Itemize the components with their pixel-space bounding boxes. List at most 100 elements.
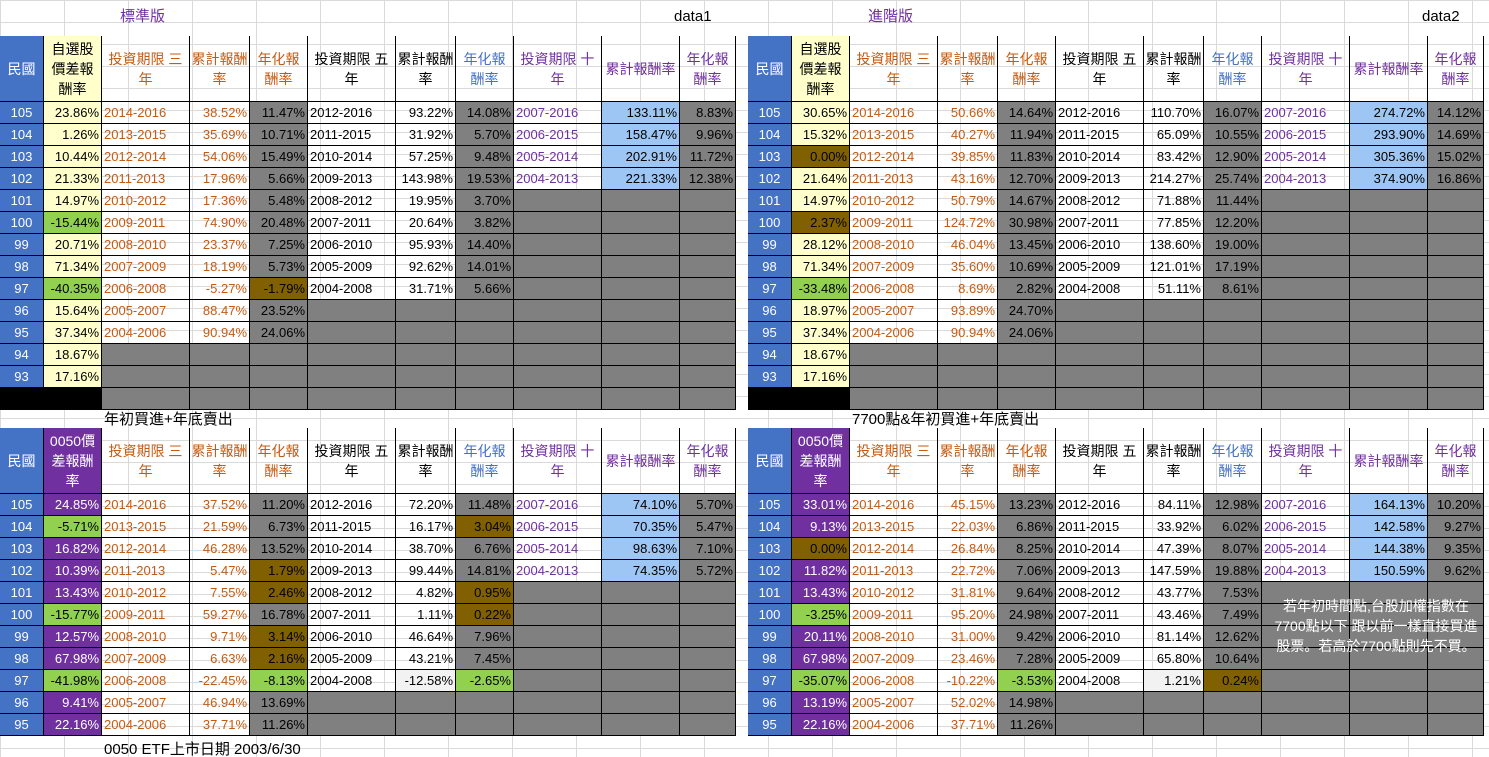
table-cell[interactable] xyxy=(250,366,308,388)
table-cell[interactable]: 14.97% xyxy=(792,190,850,212)
table-cell[interactable] xyxy=(514,344,602,366)
table-cell[interactable]: -41.98% xyxy=(44,670,102,692)
table-cell[interactable]: 14.81% xyxy=(456,560,514,582)
table-cell[interactable]: 1.21% xyxy=(1144,670,1204,692)
table-cell[interactable]: 2006-2015 xyxy=(514,124,602,146)
table-cell[interactable]: 43.21% xyxy=(396,648,456,670)
table-cell[interactable]: 8.07% xyxy=(1204,538,1262,560)
table-cell[interactable] xyxy=(748,388,792,410)
table-cell[interactable]: 11.82% xyxy=(792,560,850,582)
table-cell[interactable]: 2004-2008 xyxy=(308,278,396,300)
table-cell[interactable] xyxy=(680,670,736,692)
column-header[interactable]: 年化報酬率 xyxy=(680,36,736,102)
column-header[interactable]: 年化報酬率 xyxy=(1204,36,1262,102)
table-cell[interactable]: 3.04% xyxy=(456,516,514,538)
table-cell[interactable]: 2012-2014 xyxy=(850,146,938,168)
table-cell[interactable]: 19.88% xyxy=(1204,560,1262,582)
table-cell[interactable]: 374.90% xyxy=(1350,168,1428,190)
table-cell[interactable]: -10.22% xyxy=(938,670,998,692)
row-year[interactable]: 102 xyxy=(748,560,792,582)
table-cell[interactable]: 92.62% xyxy=(396,256,456,278)
table-cell[interactable] xyxy=(1262,670,1350,692)
table-cell[interactable]: 2004-2013 xyxy=(514,168,602,190)
table-cell[interactable]: 2007-2016 xyxy=(1262,494,1350,516)
table-cell[interactable]: 2004-2006 xyxy=(102,322,190,344)
table-cell[interactable] xyxy=(0,388,44,410)
column-header[interactable]: 投資期限 五 年 xyxy=(308,428,396,494)
row-year[interactable]: 104 xyxy=(0,124,44,146)
table-cell[interactable]: 2007-2011 xyxy=(1056,604,1144,626)
table-cell[interactable]: 50.66% xyxy=(938,102,998,124)
table-cell[interactable]: 2012-2014 xyxy=(850,538,938,560)
table-cell[interactable]: 2008-2010 xyxy=(102,234,190,256)
table-cell[interactable] xyxy=(456,344,514,366)
column-header[interactable]: 投資期限 三 年 xyxy=(850,36,938,102)
table-cell[interactable] xyxy=(1428,300,1484,322)
row-year[interactable]: 100 xyxy=(748,604,792,626)
table-cell[interactable]: 11.48% xyxy=(456,494,514,516)
table-cell[interactable]: 10.64% xyxy=(1204,648,1262,670)
table-cell[interactable]: 2007-2011 xyxy=(308,604,396,626)
row-year[interactable]: 103 xyxy=(0,146,44,168)
table-cell[interactable]: 54.06% xyxy=(190,146,250,168)
table-cell[interactable]: 121.01% xyxy=(1144,256,1204,278)
table-cell[interactable]: 2007-2009 xyxy=(102,256,190,278)
table-cell[interactable]: 88.47% xyxy=(190,300,250,322)
column-header[interactable]: 累計報酬率 xyxy=(1350,428,1428,494)
table-cell[interactable] xyxy=(1428,648,1484,670)
table-cell[interactable]: 2004-2013 xyxy=(1262,168,1350,190)
table-cell[interactable]: 11.20% xyxy=(250,494,308,516)
table-cell[interactable] xyxy=(396,344,456,366)
table-cell[interactable] xyxy=(396,714,456,736)
table-cell[interactable] xyxy=(680,278,736,300)
table-cell[interactable]: 2011-2013 xyxy=(850,168,938,190)
table-cell[interactable] xyxy=(190,388,250,410)
table-cell[interactable]: 52.02% xyxy=(938,692,998,714)
table-cell[interactable]: 2007-2016 xyxy=(1262,102,1350,124)
table-cell[interactable] xyxy=(1262,190,1350,212)
table-cell[interactable] xyxy=(1204,344,1262,366)
table-cell[interactable]: 43.77% xyxy=(1144,582,1204,604)
table-cell[interactable]: 38.52% xyxy=(190,102,250,124)
row-year[interactable]: 97 xyxy=(748,278,792,300)
table-cell[interactable]: 2008-2012 xyxy=(308,190,396,212)
table-cell[interactable]: 8.61% xyxy=(1204,278,1262,300)
table-cell[interactable]: 11.94% xyxy=(998,124,1056,146)
table-cell[interactable] xyxy=(680,388,736,410)
table-cell[interactable] xyxy=(396,322,456,344)
table-cell[interactable]: 12.20% xyxy=(1204,212,1262,234)
column-header[interactable]: 0050價差報酬率 xyxy=(792,428,850,494)
table-cell[interactable]: 2006-2015 xyxy=(514,516,602,538)
table-cell[interactable] xyxy=(1350,714,1428,736)
table-cell[interactable]: 2005-2014 xyxy=(514,538,602,560)
table-cell[interactable]: 7.96% xyxy=(456,626,514,648)
table-cell[interactable]: 10.71% xyxy=(250,124,308,146)
table-cell[interactable]: 2009-2011 xyxy=(850,212,938,234)
row-year[interactable]: 96 xyxy=(0,692,44,714)
table-cell[interactable] xyxy=(1428,714,1484,736)
table-cell[interactable] xyxy=(1428,604,1484,626)
table-cell[interactable]: 70.35% xyxy=(602,516,680,538)
table-cell[interactable]: 21.59% xyxy=(190,516,250,538)
table-cell[interactable] xyxy=(514,256,602,278)
column-header[interactable]: 民國 xyxy=(748,428,792,494)
table-cell[interactable]: 12.70% xyxy=(998,168,1056,190)
table-cell[interactable]: 2012-2016 xyxy=(308,494,396,516)
table-cell[interactable] xyxy=(1350,190,1428,212)
table-cell[interactable]: 2006-2008 xyxy=(850,278,938,300)
table-cell[interactable] xyxy=(602,278,680,300)
table-cell[interactable]: 2011-2013 xyxy=(850,560,938,582)
table-cell[interactable] xyxy=(1350,344,1428,366)
table-cell[interactable]: 46.28% xyxy=(190,538,250,560)
table-cell[interactable]: 2008-2012 xyxy=(308,582,396,604)
table-cell[interactable] xyxy=(1204,388,1262,410)
row-year[interactable]: 95 xyxy=(0,322,44,344)
table-cell[interactable]: 9.62% xyxy=(1428,560,1484,582)
table-cell[interactable]: 24.06% xyxy=(250,322,308,344)
table-cell[interactable]: 21.33% xyxy=(44,168,102,190)
table-cell[interactable]: 18.67% xyxy=(792,344,850,366)
table-cell[interactable] xyxy=(850,366,938,388)
column-header[interactable]: 累計報酬率 xyxy=(602,428,680,494)
table-cell[interactable]: 43.16% xyxy=(938,168,998,190)
table-cell[interactable]: -35.07% xyxy=(792,670,850,692)
